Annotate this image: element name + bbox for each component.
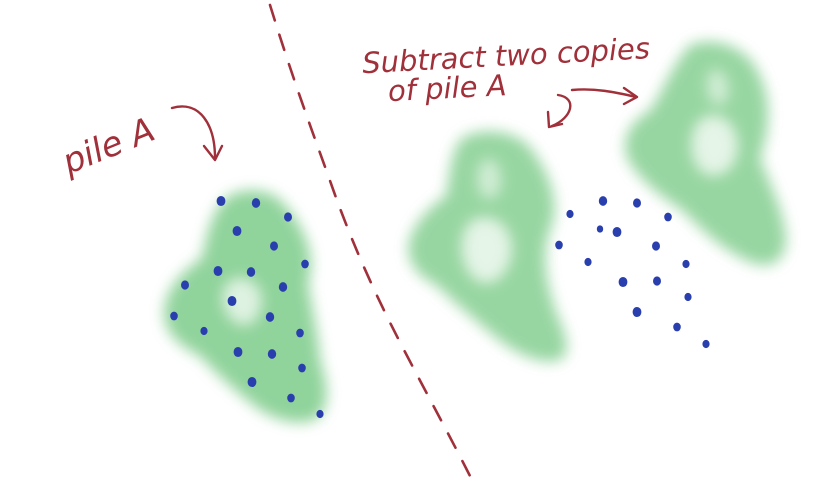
remaining-dot-13 bbox=[684, 292, 692, 302]
pile-a-dot-20 bbox=[287, 393, 295, 403]
pile-a-dots bbox=[170, 195, 324, 419]
pile-a-dot-10 bbox=[278, 282, 288, 292]
pile-a-dot-9 bbox=[181, 280, 189, 290]
pile-a-dot-7 bbox=[246, 267, 256, 277]
pile-a-dot-12 bbox=[265, 312, 275, 322]
remaining-dot-5 bbox=[555, 240, 563, 250]
pile-a-dot-14 bbox=[200, 326, 208, 336]
pile-a-dot-6 bbox=[213, 265, 223, 277]
remaining-dot-12 bbox=[632, 306, 642, 318]
pile-a-label: pile A bbox=[56, 110, 160, 183]
remaining-dot-9 bbox=[682, 259, 690, 269]
remaining-dots bbox=[555, 196, 710, 349]
subtract-arrow-right bbox=[570, 86, 639, 106]
remaining-dot-15 bbox=[702, 339, 710, 349]
pile-a-dot-15 bbox=[296, 328, 304, 338]
pile-copy-2-hollow bbox=[691, 69, 738, 176]
pile-a-dot-17 bbox=[267, 349, 277, 359]
pile-a-dot-2 bbox=[251, 198, 261, 208]
pile-a-dot-13 bbox=[170, 311, 178, 321]
subtract-label-line2: of pile A bbox=[387, 68, 507, 108]
dashed-divider bbox=[268, 3, 474, 482]
pile-a-dot-11 bbox=[227, 295, 237, 307]
pile-a-dot-21 bbox=[316, 409, 324, 419]
remaining-dot-11 bbox=[653, 276, 661, 286]
remaining-dot-6 bbox=[612, 226, 622, 238]
pile-a-dot-4 bbox=[232, 225, 242, 237]
pile-a-arrow bbox=[170, 105, 224, 162]
remaining-dot-2 bbox=[598, 196, 608, 206]
pile-a-dot-5 bbox=[270, 241, 278, 251]
remaining-dot-7 bbox=[652, 241, 660, 251]
remaining-dot-8 bbox=[584, 257, 592, 267]
remaining-dot-1 bbox=[566, 209, 574, 219]
remaining-dot-4 bbox=[664, 212, 672, 222]
pile-a-dot-1 bbox=[216, 195, 226, 207]
pile-a-dot-19 bbox=[247, 376, 257, 388]
pile-a-hollow bbox=[222, 277, 262, 326]
remaining-dot-3 bbox=[633, 198, 641, 208]
pile-copy-1-hollow bbox=[461, 159, 512, 284]
subtract-arrow-down bbox=[546, 93, 572, 129]
pile-a-dot-18 bbox=[298, 363, 306, 373]
pile-a-dot-8 bbox=[301, 259, 309, 269]
pile-a-dot-16 bbox=[233, 346, 243, 358]
remaining-dot-14 bbox=[673, 322, 681, 332]
remaining-dot-10 bbox=[618, 276, 628, 288]
remaining-dot-16 bbox=[596, 225, 604, 233]
pile-a-dot-3 bbox=[284, 212, 292, 222]
